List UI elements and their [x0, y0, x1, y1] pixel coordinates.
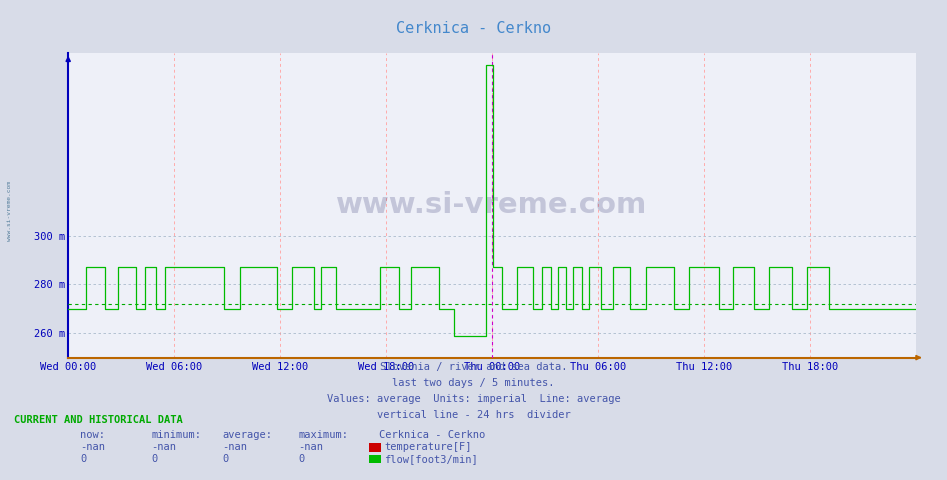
Text: -nan: -nan	[80, 442, 105, 452]
Text: Slovenia / river and sea data.: Slovenia / river and sea data.	[380, 362, 567, 372]
Text: Values: average  Units: imperial  Line: average: Values: average Units: imperial Line: av…	[327, 394, 620, 404]
Text: maximum:: maximum:	[298, 430, 348, 440]
Text: temperature[F]: temperature[F]	[384, 442, 472, 452]
Text: last two days / 5 minutes.: last two days / 5 minutes.	[392, 378, 555, 388]
Text: -nan: -nan	[152, 442, 176, 452]
Text: minimum:: minimum:	[152, 430, 202, 440]
Text: CURRENT AND HISTORICAL DATA: CURRENT AND HISTORICAL DATA	[14, 415, 183, 425]
Text: Cerknica - Cerkno: Cerknica - Cerkno	[396, 21, 551, 36]
Text: -nan: -nan	[223, 442, 247, 452]
Text: 0: 0	[298, 454, 305, 464]
Text: now:: now:	[80, 430, 105, 440]
Text: www.si-vreme.com: www.si-vreme.com	[7, 181, 12, 241]
Text: 0: 0	[223, 454, 229, 464]
Text: flow[foot3/min]: flow[foot3/min]	[384, 454, 478, 464]
Text: 0: 0	[80, 454, 87, 464]
Text: vertical line - 24 hrs  divider: vertical line - 24 hrs divider	[377, 410, 570, 420]
Text: average:: average:	[223, 430, 273, 440]
Text: www.si-vreme.com: www.si-vreme.com	[336, 191, 648, 219]
Text: Cerknica - Cerkno: Cerknica - Cerkno	[379, 430, 485, 440]
Text: -nan: -nan	[298, 442, 323, 452]
Text: 0: 0	[152, 454, 158, 464]
